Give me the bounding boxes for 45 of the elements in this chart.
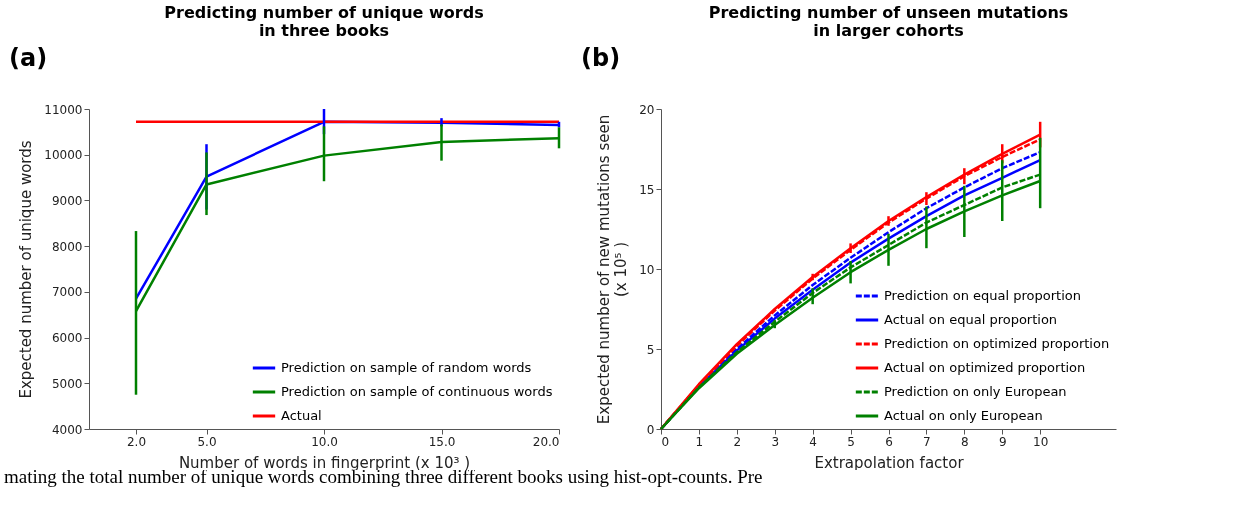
y-tick-label: 10000: [44, 148, 83, 163]
y-tick-label: 4000: [51, 422, 83, 437]
x-tick-label: 8: [961, 434, 969, 449]
x-tick-label: 1: [695, 434, 704, 449]
y-tick-label: 9000: [51, 193, 83, 208]
legend-label: Actual on equal proportion: [884, 312, 1058, 327]
y-axis-title: Expected number of new mutations seen (x 10⁵ ): [595, 114, 631, 425]
chart-title: Predicting number of unseen mutations in larger cohorts: [708, 3, 1069, 40]
x-tick-label: 7: [923, 434, 931, 449]
legend-label: Actual on only European: [884, 408, 1043, 423]
y-tick-label: 8000: [51, 239, 83, 254]
x-tick-label: 6: [885, 434, 893, 449]
y-tick-label: 20: [639, 102, 655, 117]
y-tick-label: 5000: [51, 376, 83, 391]
legend-label: Prediction on sample of continuous words: [281, 384, 553, 399]
legend-label: Prediction on equal proportion: [884, 288, 1081, 303]
y-tick-label: 0: [646, 422, 655, 437]
x-tick-label: 9: [998, 434, 1007, 449]
x-tick-label: 20.0: [532, 434, 560, 449]
y-axis-title: Expected number of unique words: [17, 140, 36, 399]
x-tick-label: 2.0: [126, 434, 147, 449]
x-tick-label: 3: [771, 434, 780, 449]
x-tick-label: 10.0: [311, 434, 338, 449]
text: (a): [9, 44, 48, 72]
x-axis-title: Extrapolation factor: [814, 453, 965, 472]
y-tick-label: 5: [646, 342, 655, 357]
y-tick-label: 10: [639, 262, 655, 277]
y-tick-label: 7000: [51, 285, 83, 300]
legend-label: Prediction on sample of random words: [281, 360, 532, 375]
legend-label: Prediction on optimized proportion: [884, 336, 1110, 351]
y-tick-label: 11000: [44, 102, 83, 117]
chart-title: Predicting number of unique words in three books: [164, 3, 484, 40]
x-tick-label: 10: [1033, 434, 1049, 449]
x-tick-label: 15.0: [428, 434, 456, 449]
legend-label: Prediction on only European: [884, 384, 1067, 399]
legend-label: Actual on optimized proportion: [884, 360, 1086, 375]
x-tick-label: 5: [847, 434, 855, 449]
legend-label: Actual: [281, 408, 322, 423]
x-tick-label: 0: [661, 434, 670, 449]
x-tick-label: 4: [809, 434, 817, 449]
y-tick-label: 15: [639, 182, 655, 197]
x-tick-label: 2: [733, 434, 742, 449]
y-tick-label: 6000: [51, 331, 83, 346]
x-tick-label: 5.0: [197, 434, 217, 449]
text: (b): [581, 44, 621, 72]
